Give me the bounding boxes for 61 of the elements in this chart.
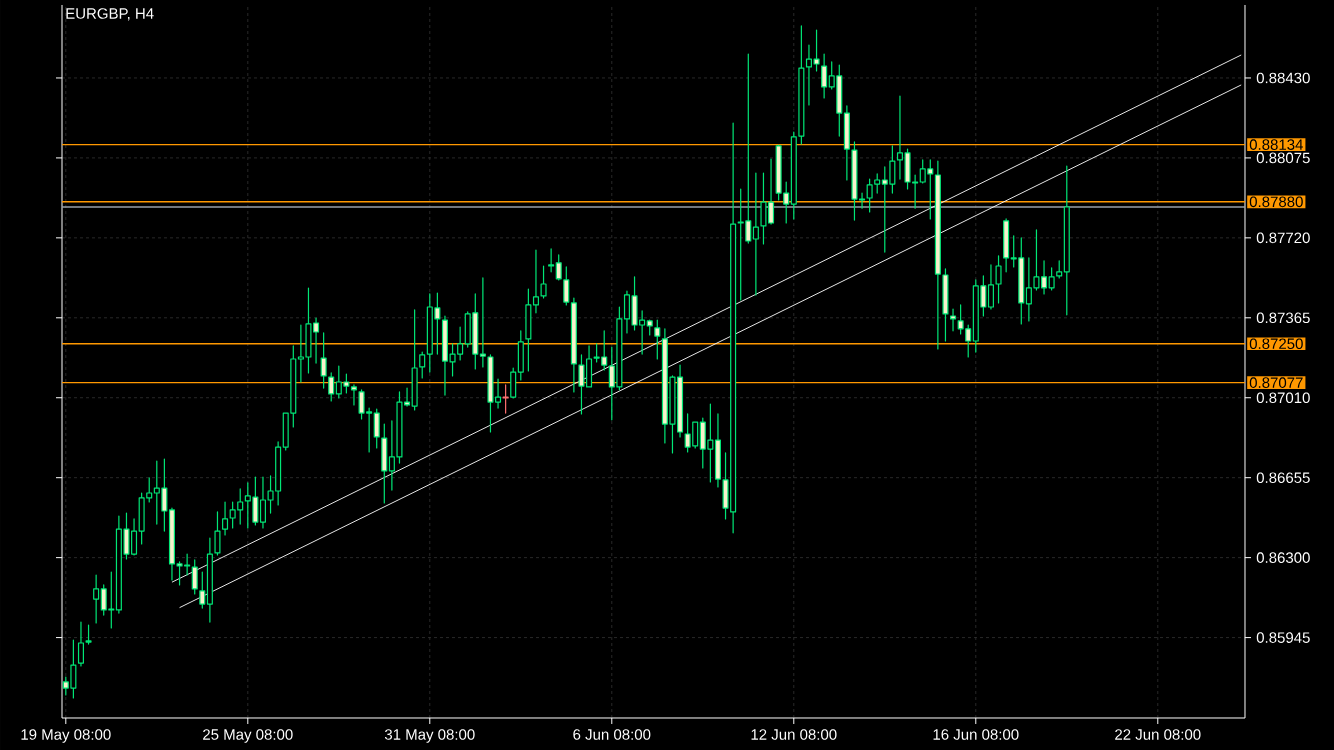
x-tick-label: 12 Jun 08:00 (751, 729, 837, 740)
ref-line-label: 0.87250 (1249, 338, 1303, 349)
candlestick (942, 268, 949, 342)
candlestick (843, 105, 850, 181)
candlestick (540, 265, 547, 299)
candlestick (987, 264, 994, 310)
x-tick-label: 25 May 08:00 (203, 729, 293, 743)
candlestick (77, 621, 84, 667)
candlestick (646, 319, 653, 336)
candlestick (214, 511, 221, 556)
candlestick (714, 413, 721, 488)
candlestick (950, 308, 957, 332)
x-tick-label: 6 Jun 08:00 (573, 729, 651, 740)
y-tick-label: 0.88430 (1256, 72, 1310, 84)
candlestick (555, 254, 562, 281)
x-tick-label: 22 Jun 08:00 (1115, 729, 1201, 740)
y-tick-label: 0.87720 (1256, 232, 1310, 244)
candlestick (419, 351, 426, 379)
candlestick (934, 160, 941, 350)
candlestick (1056, 260, 1063, 279)
candlestick (199, 571, 206, 609)
candlestick (995, 255, 1002, 304)
candlestick (525, 288, 532, 372)
candlestick (502, 384, 509, 414)
candlestick (373, 408, 380, 449)
ref-line-label: 0.88134 (1249, 139, 1303, 150)
chart-title: EURGBP, H4 (66, 8, 154, 21)
candlestick (1048, 267, 1055, 291)
candlestick (320, 332, 327, 389)
candlestick (821, 53, 828, 99)
candlestick (93, 574, 100, 624)
candlestick (563, 266, 570, 306)
candlestick (206, 537, 213, 623)
candlestick (548, 248, 555, 273)
candlestick (381, 423, 388, 504)
candlestick (510, 367, 517, 399)
candlestick (191, 559, 198, 595)
candlestick (85, 624, 92, 645)
candlestick (479, 277, 486, 368)
x-tick-label: 19 May 08:00 (21, 729, 111, 743)
y-tick-label: 0.86300 (1256, 552, 1310, 563)
y-tick-label: 0.87010 (1256, 392, 1310, 404)
x-tick-label: 31 May 08:00 (384, 729, 475, 743)
candlestick (350, 384, 357, 406)
y-tick-label: 0.88075 (1256, 152, 1310, 164)
candlestick (411, 309, 418, 411)
candlestick (1063, 165, 1070, 316)
candlestick (517, 330, 524, 381)
y-tick-label: 0.85945 (1256, 632, 1310, 643)
ref-line-label: 0.87880 (1249, 196, 1303, 208)
candlestick (328, 372, 335, 402)
candlestick (222, 501, 229, 536)
x-tick-label: 16 Jun 08:00 (933, 729, 1019, 740)
candlestick (532, 249, 539, 314)
y-tick-label: 0.87365 (1256, 312, 1310, 324)
candlestick (570, 297, 577, 393)
candlestick (654, 319, 661, 360)
y-tick-label: 0.86655 (1256, 472, 1310, 483)
candlestick (1003, 218, 1010, 273)
ref-line-label: 0.87077 (1249, 377, 1303, 388)
candlestick (752, 172, 759, 296)
